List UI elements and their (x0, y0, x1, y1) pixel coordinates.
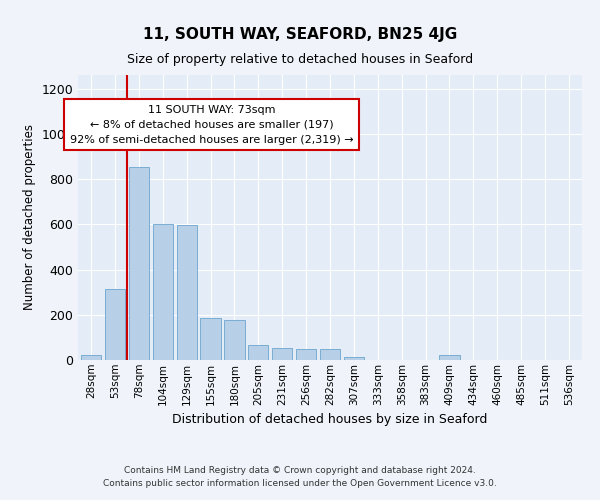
Bar (105, 289, 125, 360)
Bar (129, 166, 149, 360)
Text: Size of property relative to detached houses in Seaford: Size of property relative to detached ho… (127, 54, 473, 66)
Text: 11 SOUTH WAY: 73sqm
← 8% of detached houses are smaller (197)
92% of semi-detach: 11 SOUTH WAY: 73sqm ← 8% of detached hou… (70, 105, 353, 144)
Bar (344, 356, 364, 360)
Bar (296, 348, 316, 360)
Bar (248, 346, 268, 360)
X-axis label: Distribution of detached houses by size in Seaford: Distribution of detached houses by size … (172, 413, 488, 426)
Bar (320, 348, 340, 360)
Bar (81, 356, 101, 360)
Bar (439, 356, 460, 360)
Bar (176, 226, 197, 360)
Bar (224, 320, 245, 360)
Bar (200, 318, 221, 360)
Y-axis label: Number of detached properties: Number of detached properties (23, 124, 36, 310)
Text: Contains HM Land Registry data © Crown copyright and database right 2024.
Contai: Contains HM Land Registry data © Crown c… (103, 466, 497, 487)
Bar (152, 224, 173, 360)
Bar (272, 348, 292, 360)
Text: 11, SOUTH WAY, SEAFORD, BN25 4JG: 11, SOUTH WAY, SEAFORD, BN25 4JG (143, 28, 457, 42)
